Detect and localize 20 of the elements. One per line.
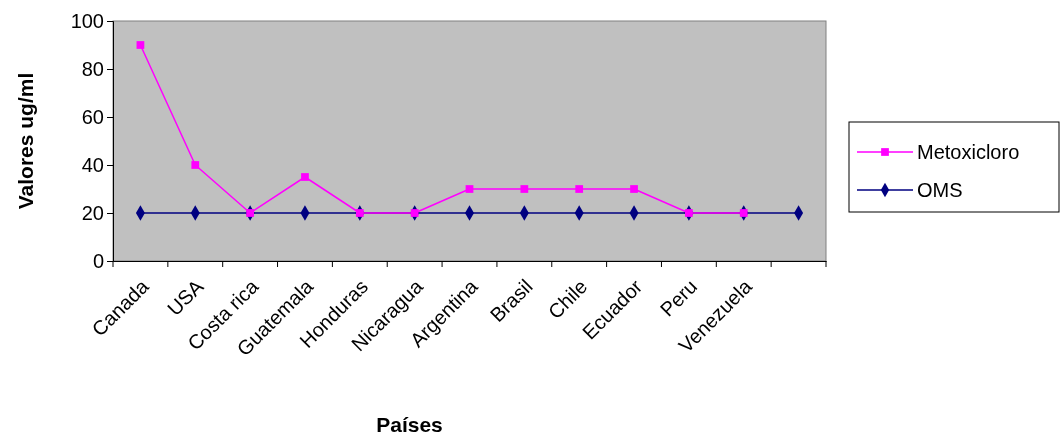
x-axis-title: Países xyxy=(376,413,443,436)
point xyxy=(575,185,584,193)
legend-label: OMS xyxy=(917,179,963,201)
y-tick-label: 40 xyxy=(81,153,104,176)
y-axis-title: Valores ug/ml xyxy=(14,72,37,210)
y-tick-label: 100 xyxy=(70,9,104,32)
point xyxy=(630,185,638,193)
point xyxy=(520,185,529,193)
point xyxy=(465,185,474,193)
legend-label: Metoxicloro xyxy=(917,141,1020,163)
y-tick-label: 0 xyxy=(92,249,104,272)
point xyxy=(355,209,364,217)
y-tick-label: 80 xyxy=(81,57,104,80)
point xyxy=(191,161,200,169)
point xyxy=(739,209,748,217)
y-tick-label: 20 xyxy=(81,201,104,224)
point xyxy=(301,173,309,181)
point xyxy=(136,41,145,49)
y-tick-label: 60 xyxy=(81,105,104,128)
point xyxy=(410,209,419,217)
